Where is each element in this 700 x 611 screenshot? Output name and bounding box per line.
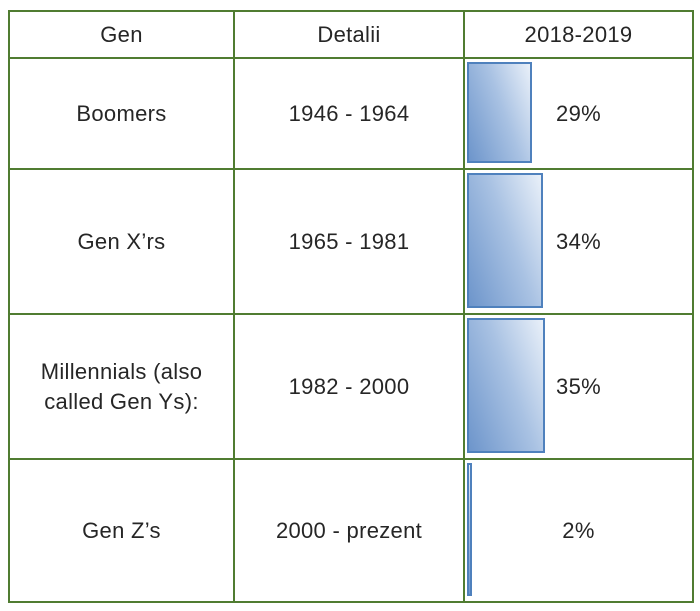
- table-row: Boomers 1946 - 1964 29%: [8, 57, 694, 170]
- table-row: Gen X’rs 1965 - 1981 34%: [8, 168, 694, 315]
- bar-genx: [467, 173, 544, 308]
- header-gen: Gen: [8, 10, 235, 59]
- header-detail: Detalii: [233, 10, 465, 59]
- gen-label-boomers: Boomers: [8, 57, 235, 170]
- gen-label-genx: Gen X’rs: [8, 168, 235, 315]
- detail-label-millennials: 1982 - 2000: [233, 313, 465, 460]
- detail-label-boomers: 1946 - 1964: [233, 57, 465, 170]
- chart-cell-genx: 34%: [463, 168, 694, 315]
- pct-label-millennials: 35%: [556, 373, 601, 399]
- header-period: 2018-2019: [463, 10, 694, 59]
- gen-label-millennials: Millennials (also called Gen Ys):: [8, 313, 235, 460]
- table-header-row: Gen Detalii 2018-2019: [8, 10, 694, 59]
- bar-millennials: [467, 318, 546, 453]
- pct-label-boomers: 29%: [556, 100, 601, 126]
- detail-label-genz: 2000 - prezent: [233, 458, 465, 603]
- pct-label-genz: 2%: [562, 517, 595, 543]
- gen-label-genz: Gen Z’s: [8, 458, 235, 603]
- table-row: Gen Z’s 2000 - prezent 2%: [8, 458, 694, 603]
- chart-cell-millennials: 35%: [463, 313, 694, 460]
- bar-boomers: [467, 62, 532, 163]
- pct-label-genx: 34%: [556, 228, 601, 254]
- detail-label-genx: 1965 - 1981: [233, 168, 465, 315]
- chart-cell-boomers: 29%: [463, 57, 694, 170]
- table-row: Millennials (also called Gen Ys): 1982 -…: [8, 313, 694, 460]
- bar-genz: [467, 463, 472, 596]
- chart-cell-genz: 2%: [463, 458, 694, 603]
- generation-table: Gen Detalii 2018-2019 Boomers 1946 - 196…: [8, 10, 694, 603]
